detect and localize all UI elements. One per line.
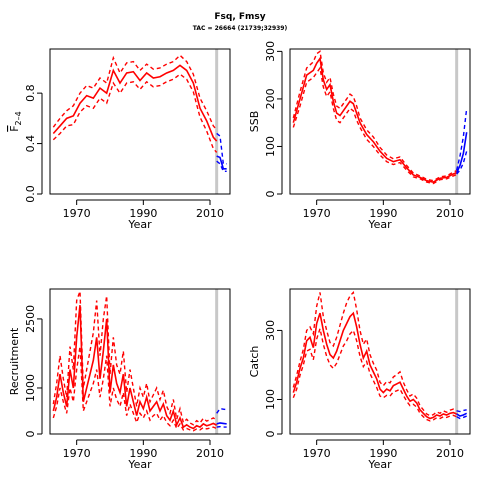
forecast-lower-line <box>216 160 227 172</box>
x-tick-label: 1970 <box>63 447 91 460</box>
historic-median-line <box>292 311 457 420</box>
y-tick-label: 0.0 <box>24 185 37 203</box>
x-tick-label: 1990 <box>369 207 397 220</box>
y-axis-label: Recruitment <box>8 327 21 395</box>
x-tick-label: 2010 <box>196 447 224 460</box>
x-tick-label: 1970 <box>303 447 331 460</box>
plot-frame <box>289 288 471 435</box>
x-tick-label: 1990 <box>369 447 397 460</box>
historic-lower-line <box>292 66 457 185</box>
plot-frame <box>49 288 231 435</box>
y-tick-label: 100 <box>264 136 277 157</box>
forecast-upper-line <box>456 409 467 413</box>
plot-frame <box>49 48 231 195</box>
forecast-lower-line <box>456 151 468 175</box>
x-axis-label: Year <box>367 458 392 471</box>
x-tick-label: 1990 <box>129 447 157 460</box>
historic-median-line <box>292 56 457 183</box>
y-tick-label: 0.4 <box>24 135 37 153</box>
panel-f: 1970 1990 2010 Year 0.0 0.4 0.8F2–4 <box>8 48 231 231</box>
forecast-upper-line <box>455 108 468 171</box>
x-tick-label: 1990 <box>129 207 157 220</box>
plot-frame <box>289 48 471 195</box>
y-tick-label: 0 <box>264 431 277 438</box>
x-tick-label: 1970 <box>303 207 331 220</box>
x-tick-label: 2010 <box>436 207 464 220</box>
y-tick-label: 300 <box>264 320 277 341</box>
panel-ssb: 1970 1990 2010 Year 0 100 200 300 SSB <box>248 41 471 231</box>
forecast-upper-line <box>216 407 227 414</box>
historic-median-line <box>52 64 218 142</box>
y-tick-label: 100 <box>264 389 277 410</box>
figure-title: Fsq, Fmsy <box>214 12 265 22</box>
x-axis-label: Year <box>367 218 392 231</box>
y-axis-label: F2–4 <box>8 111 23 132</box>
forecast-lower-line <box>456 415 467 420</box>
y-tick-label: 0 <box>24 431 37 438</box>
x-tick-label: 2010 <box>196 207 224 220</box>
y-tick-label: 0 <box>264 191 277 198</box>
x-tick-label: 2010 <box>436 447 464 460</box>
y-tick-label: 0.8 <box>24 84 37 102</box>
historic-upper-line <box>292 50 457 182</box>
x-axis-label: Year <box>127 218 152 231</box>
historic-upper-line <box>52 54 218 131</box>
historic-lower-line <box>292 325 457 422</box>
x-axis-label: Year <box>127 458 152 471</box>
y-axis-label: SSB <box>248 111 261 133</box>
forecast-median-line <box>216 155 227 170</box>
historic-upper-line <box>292 290 457 417</box>
historic-lower-line <box>52 73 218 153</box>
historic-lower-line <box>52 346 217 432</box>
forecast-median-line <box>455 132 468 173</box>
y-tick-label: 300 <box>264 41 277 62</box>
forecast-median-line <box>216 422 227 425</box>
figure-subtitle: TAC = 26664 (21739;32939) <box>193 25 288 32</box>
forecast-median-line <box>456 412 468 417</box>
y-tick-label: 2500 <box>24 305 37 333</box>
historic-median-line <box>52 305 218 430</box>
y-tick-label: 200 <box>264 88 277 109</box>
panels: 1970 1990 2010 Year 0.0 0.4 0.8F2–4 1970 1990 201… <box>8 41 471 471</box>
y-axis-label: Catch <box>248 346 261 378</box>
y-tick-label: 1000 <box>24 374 37 402</box>
forecast-upper-line <box>216 132 227 165</box>
x-tick-label: 1970 <box>63 207 91 220</box>
